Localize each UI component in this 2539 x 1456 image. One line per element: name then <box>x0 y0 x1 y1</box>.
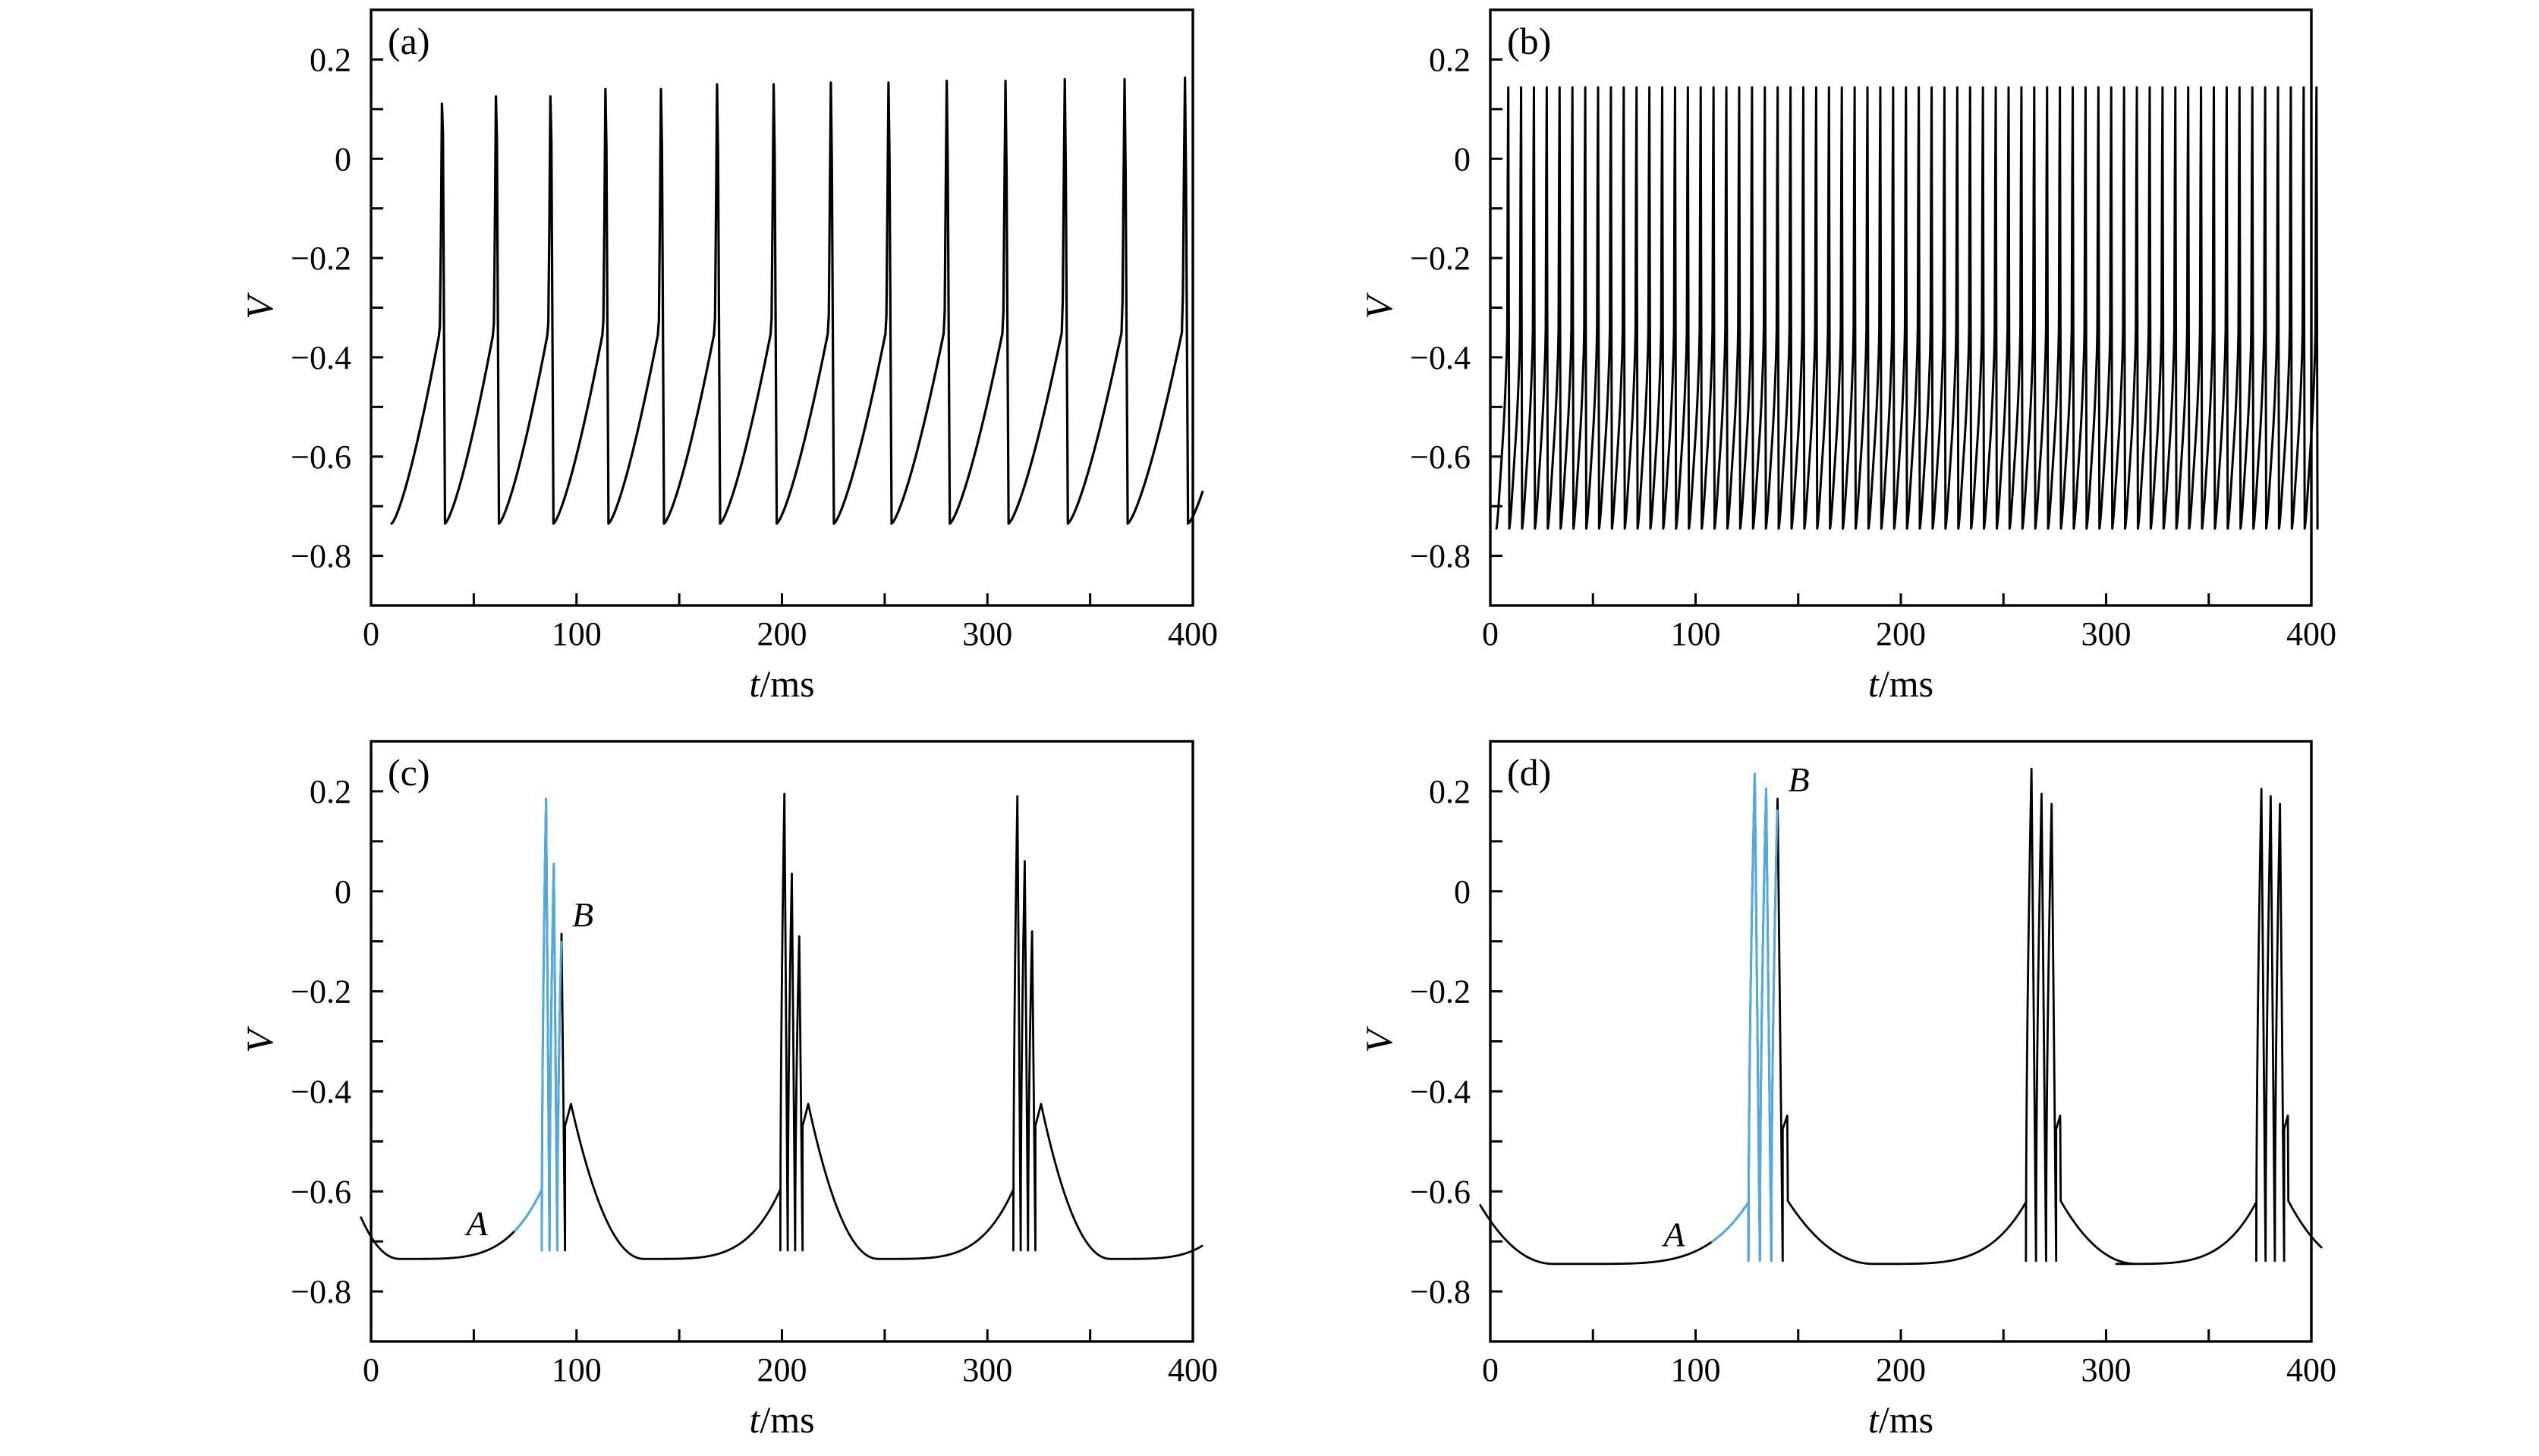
svg-text:t/ms: t/ms <box>749 1398 814 1441</box>
svg-text:0: 0 <box>1482 615 1499 653</box>
svg-text:200: 200 <box>757 615 807 653</box>
svg-text:B: B <box>1789 760 1810 799</box>
svg-text:0: 0 <box>1482 1351 1499 1388</box>
svg-text:t/ms: t/ms <box>1868 662 1933 705</box>
svg-text:(d): (d) <box>1507 751 1551 794</box>
svg-text:t/ms: t/ms <box>1868 1398 1933 1441</box>
svg-text:−0.4: −0.4 <box>291 1073 351 1110</box>
svg-text:−0.4: −0.4 <box>1410 339 1471 376</box>
svg-text:0.2: 0.2 <box>1429 41 1471 78</box>
svg-text:100: 100 <box>1671 1351 1721 1388</box>
svg-text:(b): (b) <box>1507 20 1551 62</box>
svg-text:400: 400 <box>2286 615 2336 653</box>
svg-text:−0.8: −0.8 <box>1410 538 1471 575</box>
svg-text:−0.2: −0.2 <box>1410 973 1471 1011</box>
svg-text:A: A <box>1661 1215 1685 1253</box>
svg-text:300: 300 <box>962 1351 1012 1388</box>
svg-text:−0.4: −0.4 <box>1410 1073 1471 1110</box>
svg-text:200: 200 <box>757 1351 807 1388</box>
svg-text:−0.4: −0.4 <box>291 339 351 376</box>
svg-text:100: 100 <box>1671 615 1721 653</box>
svg-text:0.2: 0.2 <box>310 41 351 78</box>
svg-text:B: B <box>572 895 593 934</box>
svg-text:400: 400 <box>1168 615 1218 653</box>
svg-text:0: 0 <box>363 615 379 653</box>
svg-text:0: 0 <box>1454 140 1471 178</box>
svg-text:0.2: 0.2 <box>310 773 351 810</box>
svg-text:100: 100 <box>552 615 602 653</box>
svg-text:−0.2: −0.2 <box>1410 240 1471 277</box>
svg-text:−0.8: −0.8 <box>291 1273 351 1310</box>
svg-text:100: 100 <box>552 1351 602 1388</box>
svg-text:400: 400 <box>2286 1351 2336 1388</box>
svg-text:400: 400 <box>1168 1351 1218 1388</box>
svg-text:−0.6: −0.6 <box>291 439 351 476</box>
svg-text:−0.2: −0.2 <box>291 240 351 277</box>
svg-text:300: 300 <box>2081 1351 2132 1388</box>
svg-text:−0.6: −0.6 <box>291 1173 351 1210</box>
svg-text:A: A <box>464 1204 489 1243</box>
svg-text:t/ms: t/ms <box>749 662 814 705</box>
svg-text:200: 200 <box>1876 615 1926 653</box>
svg-text:−0.8: −0.8 <box>1410 1273 1471 1310</box>
svg-text:(a): (a) <box>388 20 430 62</box>
svg-text:300: 300 <box>2081 615 2132 653</box>
svg-text:200: 200 <box>1876 1351 1926 1388</box>
svg-text:0: 0 <box>335 140 351 178</box>
svg-text:−0.6: −0.6 <box>1410 439 1471 476</box>
svg-text:0.2: 0.2 <box>1429 773 1471 810</box>
svg-text:0: 0 <box>363 1351 379 1388</box>
svg-text:−0.6: −0.6 <box>1410 1173 1471 1210</box>
svg-text:300: 300 <box>962 615 1012 653</box>
svg-text:−0.2: −0.2 <box>291 973 351 1011</box>
svg-text:(c): (c) <box>388 751 430 794</box>
svg-text:0: 0 <box>1454 873 1471 910</box>
svg-text:0: 0 <box>335 873 351 910</box>
svg-text:−0.8: −0.8 <box>291 538 351 575</box>
